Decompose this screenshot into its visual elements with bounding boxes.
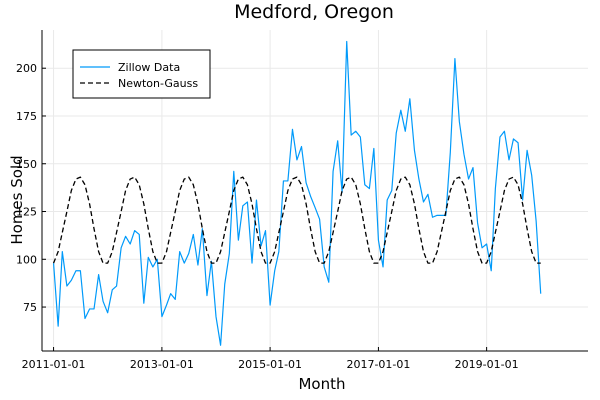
x-tick-label: 2013-01-01 <box>130 358 194 371</box>
x-tick-labels: 2011-01-01 2013-01-01 2015-01-01 2017-01-01… <box>22 347 519 371</box>
axes <box>41 30 588 352</box>
y-tick-label: 125 <box>16 206 37 219</box>
series-line-newton-gauss <box>52 176 541 264</box>
y-tick-label: 150 <box>16 158 37 171</box>
y-tick-labels: 75 100 125 150 175 200 <box>16 62 46 314</box>
series-line-zillow-data <box>52 40 542 346</box>
chart-title: Medford, Oregon <box>234 1 394 23</box>
x-tick-label: 2015-01-01 <box>238 358 302 371</box>
y-tick-label: 175 <box>16 110 37 123</box>
legend-label-newton-gauss: Newton-Gauss <box>118 77 198 90</box>
y-tick-label: 100 <box>16 253 37 266</box>
legend: Zillow Data Newton-Gauss <box>72 49 211 99</box>
series-lines <box>52 40 542 346</box>
legend-label-zillow-data: Zillow Data <box>118 61 180 74</box>
x-axis-label: Month <box>298 375 345 393</box>
x-tick-label: 2017-01-01 <box>346 358 410 371</box>
y-tick-label: 75 <box>23 301 37 314</box>
legend-box <box>72 49 211 99</box>
y-axis-label: Homes Sold <box>8 155 26 244</box>
x-tick-label: 2011-01-01 <box>22 358 86 371</box>
x-tick-label: 2019-01-01 <box>455 358 519 371</box>
y-tick-label: 200 <box>16 62 37 75</box>
